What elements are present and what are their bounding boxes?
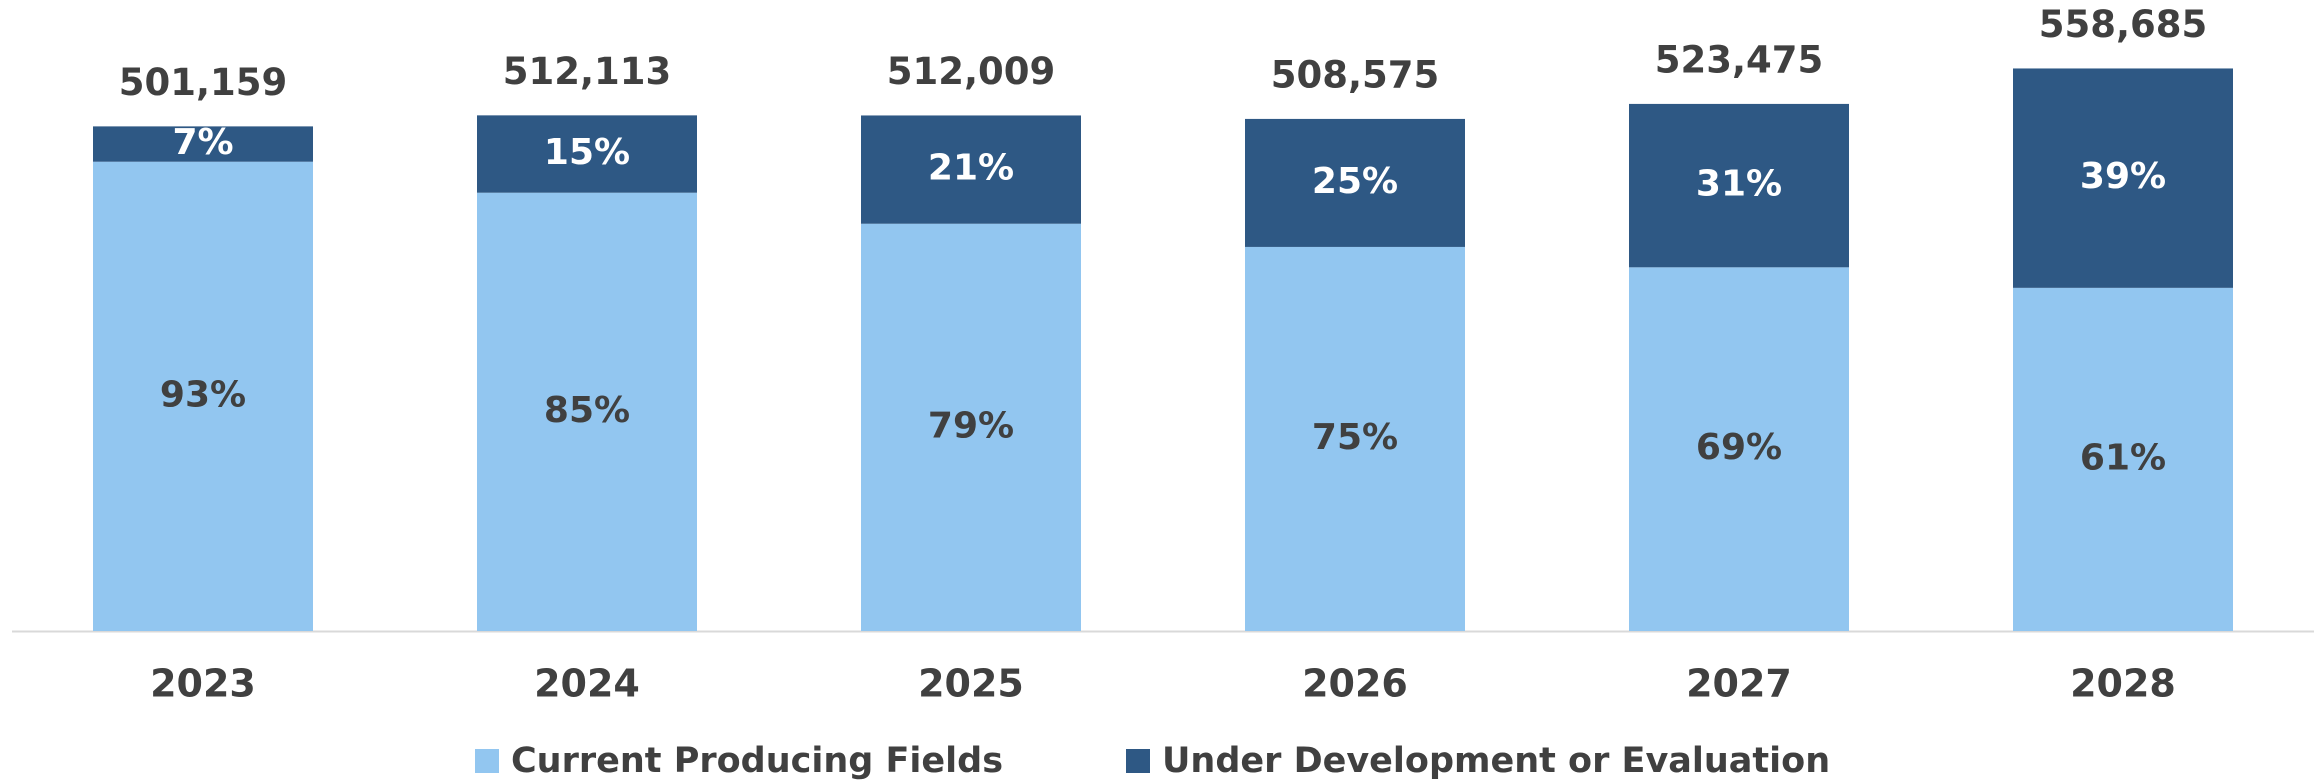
legend-swatch xyxy=(1126,749,1150,773)
bar-segment xyxy=(477,115,697,193)
bar-segment xyxy=(2013,287,2233,631)
x-tick-label: 2026 xyxy=(1302,662,1408,706)
legend-swatch xyxy=(475,749,499,773)
bar-segment xyxy=(1629,103,1849,268)
segment-label: 25% xyxy=(1312,161,1398,202)
total-label: 512,009 xyxy=(887,50,1056,93)
bar-segment xyxy=(1245,246,1465,632)
legend-label: Under Development or Evaluation xyxy=(1162,741,1830,781)
x-tick-label: 2027 xyxy=(1686,662,1792,706)
segment-label: 39% xyxy=(2080,156,2166,197)
segment-label: 69% xyxy=(1696,427,1782,468)
total-label: 508,575 xyxy=(1271,53,1440,96)
segment-label: 15% xyxy=(544,132,630,173)
bar-segment xyxy=(1629,267,1849,631)
x-tick-label: 2024 xyxy=(534,662,640,706)
x-tick-label: 2028 xyxy=(2070,662,2176,706)
total-label: 523,475 xyxy=(1655,38,1824,81)
bar-segment xyxy=(93,161,313,631)
total-label: 512,113 xyxy=(503,50,672,93)
bar-segment xyxy=(861,223,1081,631)
bar-segment xyxy=(2013,68,2233,288)
total-label: 501,159 xyxy=(119,61,288,104)
segment-label: 31% xyxy=(1696,164,1782,205)
bar-segment xyxy=(93,126,313,162)
x-tick-label: 2025 xyxy=(918,662,1024,706)
x-tick-label: 2023 xyxy=(150,662,256,706)
bar-segment xyxy=(477,192,697,631)
segment-label: 85% xyxy=(544,390,630,431)
segment-label: 61% xyxy=(2080,437,2166,478)
legend-label: Current Producing Fields xyxy=(511,741,1003,781)
segment-label: 79% xyxy=(928,405,1014,446)
segment-label: 93% xyxy=(160,374,246,415)
segment-label: 21% xyxy=(928,148,1014,189)
bar-segment xyxy=(861,115,1081,224)
total-label: 558,685 xyxy=(2039,3,2208,46)
segment-label: 7% xyxy=(172,122,233,163)
segment-label: 75% xyxy=(1312,417,1398,458)
bar-segment xyxy=(1245,118,1465,247)
